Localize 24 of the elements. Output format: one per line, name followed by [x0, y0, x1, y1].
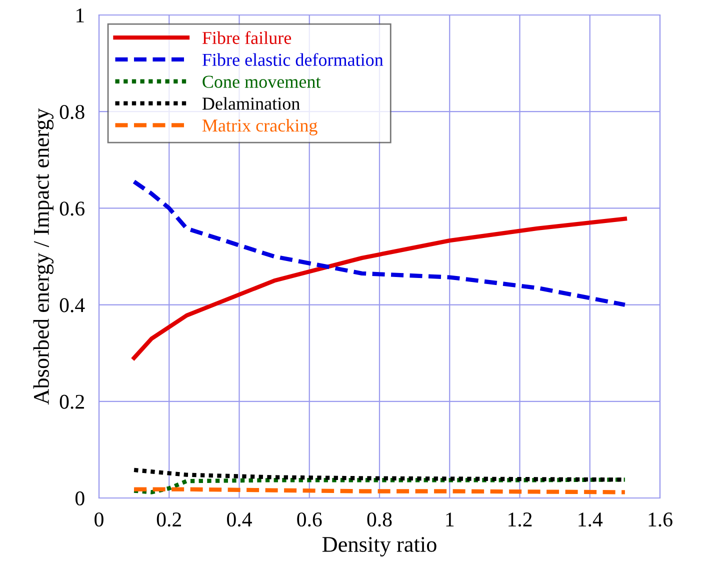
legend-label: Fibre elastic deformation [202, 53, 384, 66]
x-tick-label: 0.6 [297, 512, 322, 527]
y-tick-label: 0.4 [60, 298, 85, 312]
legend-label: Cone movement [202, 76, 321, 88]
x-tick-label: 1.6 [648, 512, 672, 527]
legend-label: Delamination [202, 97, 300, 110]
legend-label: Fibre failure [202, 31, 292, 44]
x-tick-label: 1 [446, 512, 454, 526]
y-tick-label: 0.2 [60, 394, 84, 409]
x-tick-label: 0.4 [227, 512, 252, 527]
line-series [132, 216, 628, 360]
x-tick-label: 1.2 [508, 512, 532, 527]
x-tick-label: 0.2 [156, 512, 181, 527]
y-tick-label: 0.6 [60, 202, 84, 216]
x-tick-label: 0 [94, 512, 104, 527]
x-tick-label: 0.8 [367, 512, 392, 527]
legend-label: Matrix cracking [202, 118, 318, 136]
y-axis-title: Absorbed energy / Impact energy [33, 108, 54, 405]
y-tick-label: 0 [75, 491, 84, 506]
x-axis-title: Density ratio [322, 536, 436, 556]
line-series [132, 180, 628, 307]
x-tick-label: 1.4 [578, 512, 603, 527]
y-tick-label: 0.8 [60, 104, 84, 120]
y-tick-label: 1 [76, 8, 84, 22]
